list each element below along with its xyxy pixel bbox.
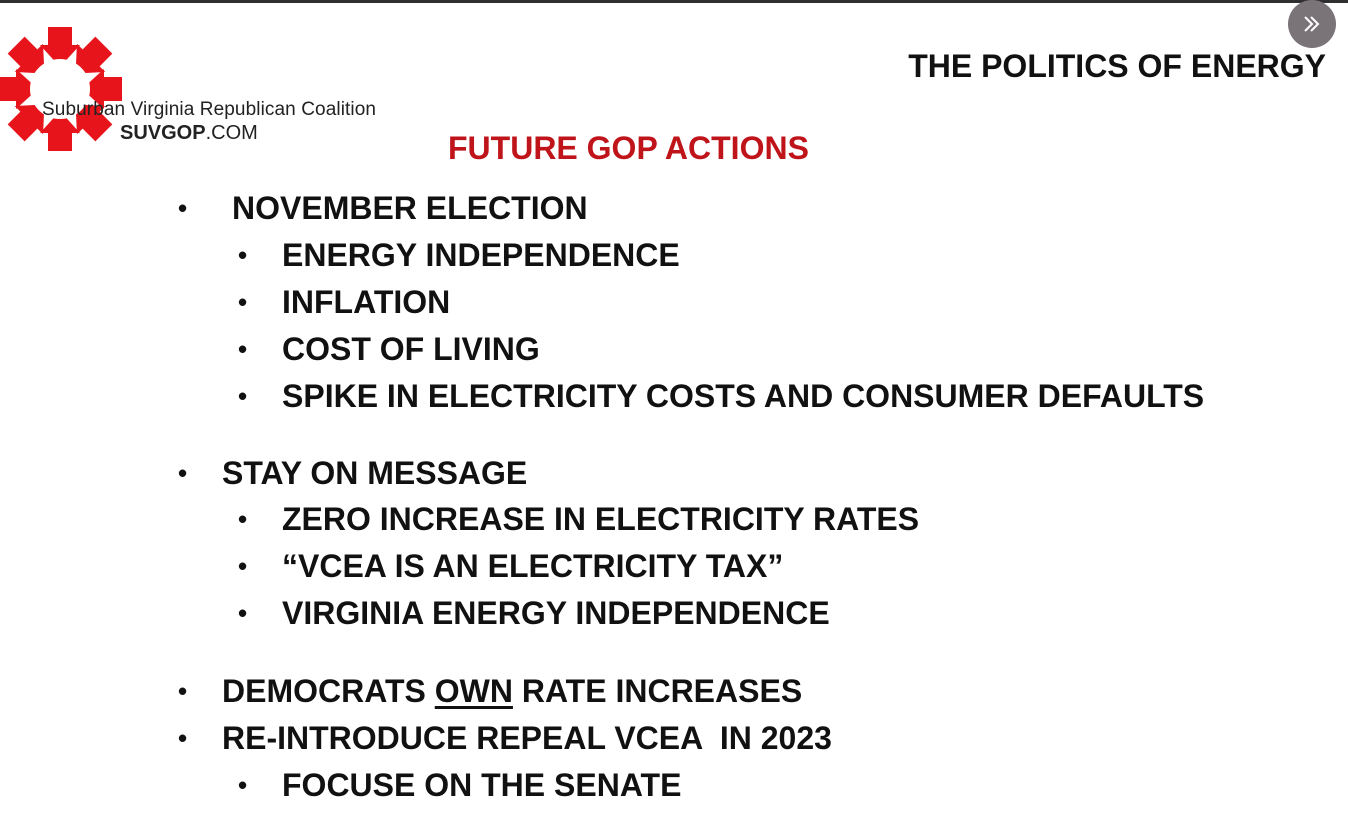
bullet-icon: • [238,770,248,800]
bullet-icon: • [238,551,248,581]
logo-emblem-icon [0,27,122,151]
list-item-text-part: DEMOCRATS [222,673,435,709]
list-item-text: RE-INTRODUCE REPEAL VCEA IN 2023 [222,720,832,756]
bullet-icon: • [238,381,248,411]
list-item-text: SPIKE IN ELECTRICITY COSTS AND CONSUMER … [282,378,1205,414]
double-chevron-right-icon [1304,16,1320,32]
bullet-icon: • [178,458,188,488]
list-item-text: COST OF LIVING [282,331,540,367]
logo: Suburban Virginia Republican Coalition S… [0,22,440,157]
list-item-text: VIRGINIA ENERGY INDEPENDENCE [282,595,830,631]
list-item-text: FOCUSE ON THE SENATE [282,767,682,803]
slide-title: THE POLITICS OF ENERGY [908,48,1326,84]
logo-site-suffix: .COM [205,122,258,144]
list-item-text: INFLATION [282,284,451,320]
slide-subtitle: FUTURE GOP ACTIONS [448,130,809,166]
top-border [0,0,1348,3]
list-item-text-part: RATE INCREASES [512,673,803,709]
bullet-icon: • [238,598,248,628]
underlined-emphasis: OWN [434,673,513,709]
next-slide-button[interactable] [1288,0,1336,48]
logo-organization-name: Suburban Virginia Republican Coalition [42,99,377,120]
logo-website: SUVGOP.COM [120,122,258,145]
list-item-text: “VCEA IS AN ELECTRICITY TAX” [282,548,784,584]
bullet-icon: • [238,334,248,364]
list-item-text: STAY ON MESSAGE [222,455,528,491]
bullet-icon: • [238,504,248,534]
bullet-icon: • [178,723,188,753]
bullet-icon: • [178,193,188,223]
logo-site-bold: SUVGOP [120,122,206,144]
list-item-text: DEMOCRATS OWN RATE INCREASES [222,671,802,711]
list-item-text: ZERO INCREASE IN ELECTRICITY RATES [282,501,920,537]
bullet-icon: • [178,676,188,706]
bullet-icon: • [238,287,248,317]
bullet-icon: • [238,240,248,270]
list-item-text: ENERGY INDEPENDENCE [282,237,680,273]
list-item-text: NOVEMBER ELECTION [232,190,588,226]
